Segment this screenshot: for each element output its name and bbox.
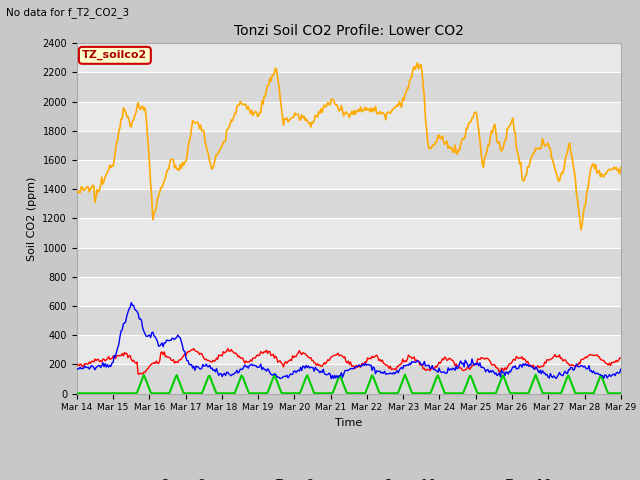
- Bar: [77, 364, 621, 394]
- Bar: [77, 72, 621, 102]
- Legend: Open -8cm, Tree -8cm, Open -16cm, Tree -16cm: Open -8cm, Tree -8cm, Open -16cm, Tree -…: [125, 474, 572, 480]
- Title: Tonzi Soil CO2 Profile: Lower CO2: Tonzi Soil CO2 Profile: Lower CO2: [234, 24, 464, 38]
- Bar: [77, 189, 621, 218]
- Text: No data for f_T2_CO2_3: No data for f_T2_CO2_3: [6, 7, 129, 18]
- Bar: [77, 43, 621, 72]
- Bar: [77, 160, 621, 189]
- X-axis label: Time: Time: [335, 418, 362, 428]
- Bar: [77, 248, 621, 277]
- Text: TZ_soilco2: TZ_soilco2: [82, 50, 147, 60]
- Y-axis label: Soil CO2 (ppm): Soil CO2 (ppm): [27, 176, 36, 261]
- Bar: [77, 131, 621, 160]
- Bar: [77, 277, 621, 306]
- Bar: [77, 306, 621, 335]
- Bar: [77, 218, 621, 248]
- Bar: [77, 102, 621, 131]
- Bar: [77, 335, 621, 364]
